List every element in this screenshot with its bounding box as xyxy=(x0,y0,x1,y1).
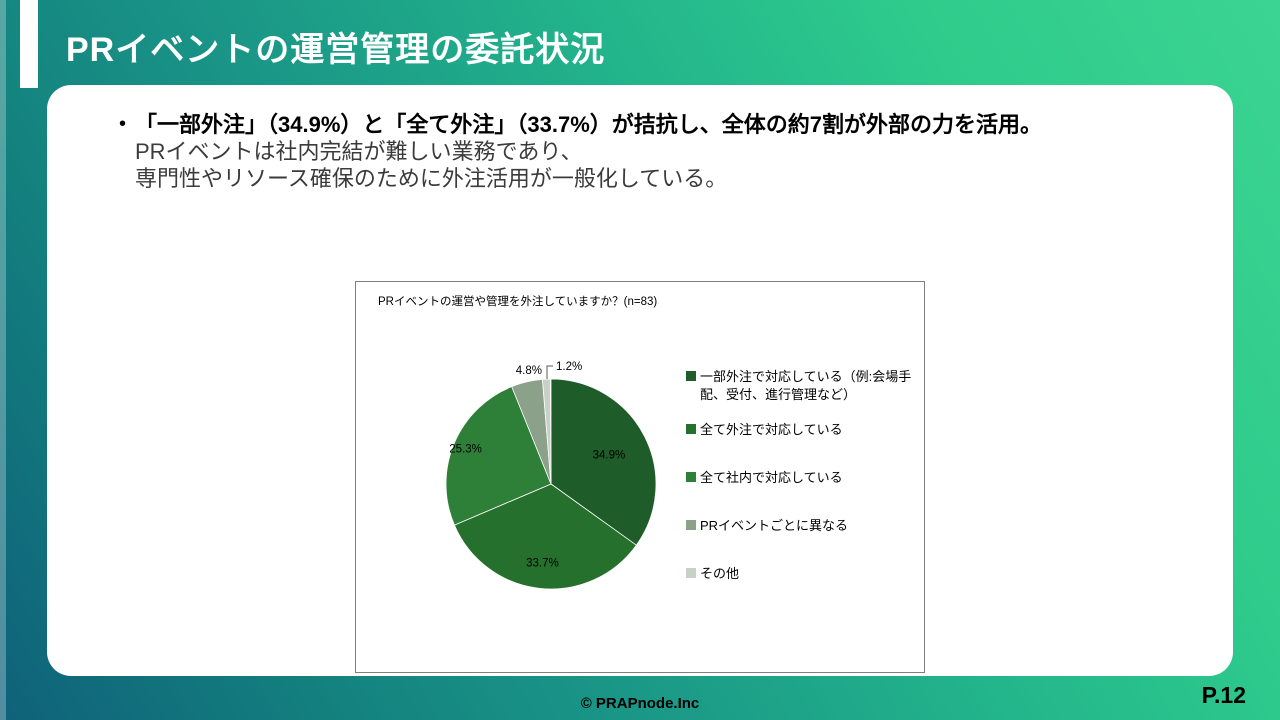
chart-frame: 34.9% 33.7% 25.3% 4.8% 1.2% PRイベントの運営や管理を外注し… xyxy=(355,281,925,673)
legend-item: PRイベントごとに異なる xyxy=(686,517,920,535)
pie-slice xyxy=(453,483,637,590)
bullet-line-2: PRイベントは社内完結が難しい業務であり、 xyxy=(135,139,583,164)
legend-swatch-icon xyxy=(686,472,696,482)
pie-slice xyxy=(550,378,657,546)
bullet-line-3: 専門性やリソース確保のために外注活用が一般化している。 xyxy=(135,166,728,191)
legend-label: その他 xyxy=(700,566,740,581)
legend-item: 全て社内で対応している xyxy=(686,469,920,487)
left-edge-highlight xyxy=(0,0,6,720)
legend-item: その他 xyxy=(686,565,920,583)
pie-data-label: 34.9% xyxy=(593,449,626,461)
pie-slice xyxy=(541,378,552,485)
chart-legend: 一部外注で対応している（例:会場手配、受付、進行管理など） 全て外注で対応している… xyxy=(686,368,920,613)
legend-swatch-icon xyxy=(686,520,696,530)
legend-label: 一部外注で対応している（例:会場手配、受付、進行管理など） xyxy=(700,369,912,402)
title-accent-bar xyxy=(20,0,38,88)
bullet-line-1: 「一部外注」（34.9%）と「全て外注」（33.7%）が拮抗し、全体の約7割が外… xyxy=(135,112,1042,137)
pie-data-label: 1.2% xyxy=(556,361,582,373)
legend-item: 一部外注で対応している（例:会場手配、受付、進行管理など） xyxy=(686,368,920,404)
page-title: PRイベントの運営管理の委託状況 xyxy=(66,31,606,69)
legend-label: PRイベントごとに異なる xyxy=(700,518,849,533)
legend-swatch-icon xyxy=(686,424,696,434)
pie-data-label: 25.3% xyxy=(449,444,482,456)
pie-chart: 34.9% 33.7% 25.3% 4.8% 1.2% xyxy=(445,361,657,590)
bullet-icon: • xyxy=(119,113,127,135)
pie-slice xyxy=(445,386,552,526)
leader-line xyxy=(546,365,553,379)
legend-label: 全て社内で対応している xyxy=(700,470,843,485)
legend-swatch-icon xyxy=(686,371,696,381)
chart-title: PRイベントの運営や管理を外注していますか？(n=83) xyxy=(378,296,658,308)
page-number: P.12 xyxy=(1201,682,1246,708)
content-card: • 「一部外注」（34.9%）と「全て外注」（33.7%）が拮抗し、全体の約7割… xyxy=(47,85,1233,676)
legend-item: 全て外注で対応している xyxy=(686,421,920,439)
footer-copyright: © PRAPnode.Inc xyxy=(580,695,700,712)
legend-swatch-icon xyxy=(686,568,696,578)
pie-data-label: 33.7% xyxy=(526,557,559,569)
bullet-block: • 「一部外注」（34.9%）と「全て外注」（33.7%）が拮抗し、全体の約7割… xyxy=(119,111,1215,192)
legend-label: 全て外注で対応している xyxy=(700,422,843,437)
pie-data-label: 4.8% xyxy=(516,365,542,377)
